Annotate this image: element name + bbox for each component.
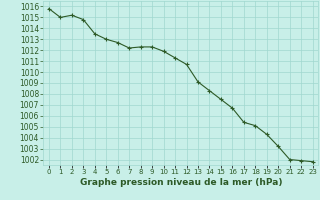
X-axis label: Graphe pression niveau de la mer (hPa): Graphe pression niveau de la mer (hPa) [80, 178, 282, 187]
